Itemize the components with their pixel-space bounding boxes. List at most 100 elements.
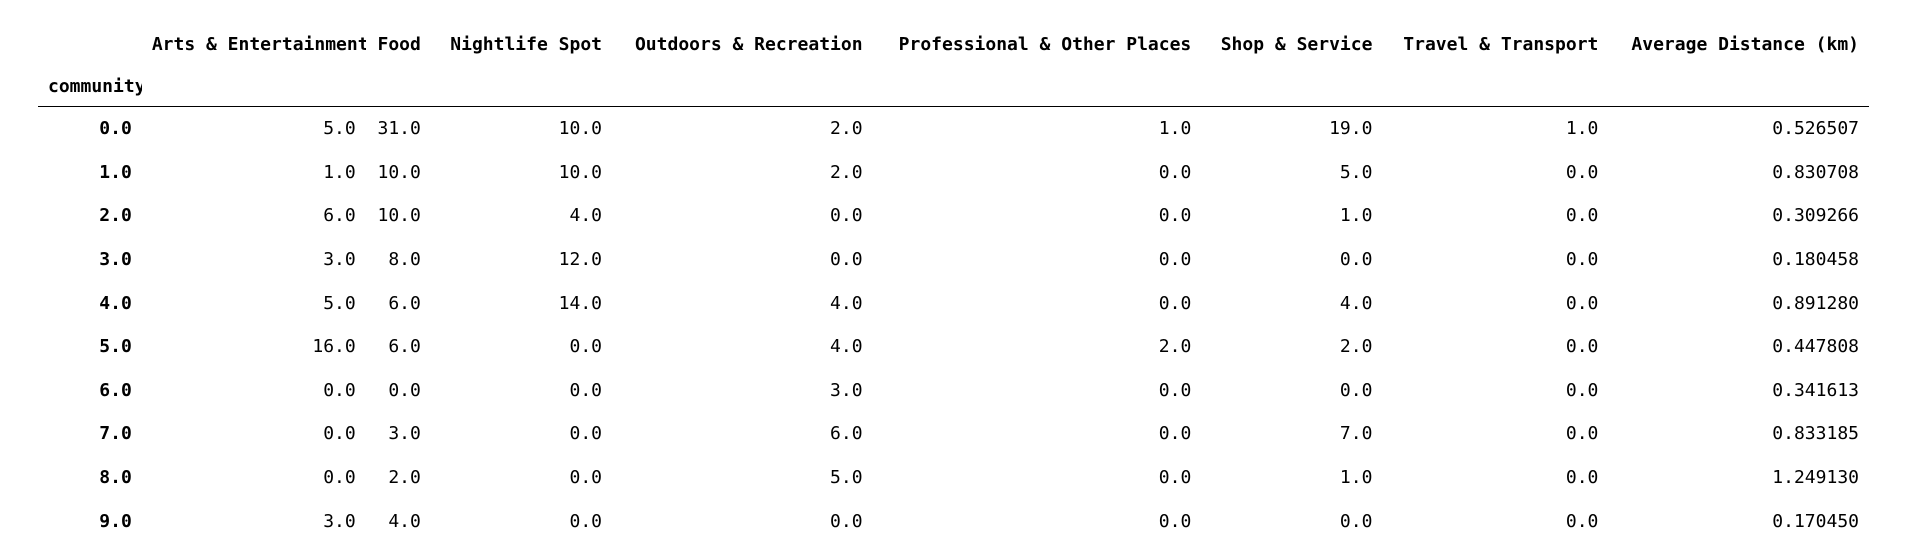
table-cell: 4.0 xyxy=(388,510,421,532)
table-cell: 0.0 xyxy=(1158,379,1192,401)
table-cell: 2.0 xyxy=(830,118,863,140)
table-cell: 3.0 xyxy=(388,423,421,445)
table-cell: 14.0 xyxy=(558,292,602,314)
table-cell: 10.0 xyxy=(377,161,421,183)
table-cell: 0.0 xyxy=(1339,249,1373,271)
row-index-label: 9.0 xyxy=(99,510,132,532)
table-cell: 0.0 xyxy=(830,510,863,532)
table-row: 0.0 5.0 31.0 10.0 2.0 1.0 19.0 1.0 0.526507 xyxy=(38,107,1869,151)
table-row: 3.0 3.0 8.0 12.0 0.0 0.0 0.0 0.0 0.180458 xyxy=(38,238,1869,282)
table-cell: 0.830708 xyxy=(1772,161,1859,183)
table-row: 5.0 16.0 6.0 0.0 4.0 2.0 2.0 0.0 0.447808 xyxy=(38,325,1869,369)
table-cell: 0.0 xyxy=(1565,249,1599,271)
column-header: Food xyxy=(377,33,421,55)
table-cell: 6.0 xyxy=(323,205,356,227)
table-cell: 0.0 xyxy=(830,205,863,227)
column-header: Average Distance (km) xyxy=(1631,33,1859,55)
table-cell: 6.0 xyxy=(830,423,863,445)
table-cell: 0.0 xyxy=(1158,161,1192,183)
table-row: 9.0 3.0 4.0 0.0 0.0 0.0 0.0 0.0 0.170450 xyxy=(38,499,1869,543)
row-index-label: 7.0 xyxy=(99,423,132,445)
table-cell: 5.0 xyxy=(323,118,356,140)
table-body: 0.0 5.0 31.0 10.0 2.0 1.0 19.0 1.0 0.526507 1.0 1.… xyxy=(38,107,1869,543)
table-cell: 12.0 xyxy=(558,249,602,271)
table-cell: 0.0 xyxy=(1565,161,1599,183)
table-cell: 8.0 xyxy=(388,249,421,271)
column-header: Nightlife Spot xyxy=(450,33,602,55)
table-cell: 7.0 xyxy=(1339,423,1373,445)
row-index-label: 0.0 xyxy=(99,118,132,140)
table-cell: 0.0 xyxy=(1565,423,1599,445)
table-cell: 1.249130 xyxy=(1772,467,1859,489)
table-cell: 0.0 xyxy=(1565,292,1599,314)
table-cell: 10.0 xyxy=(558,161,602,183)
table-row: 1.0 1.0 10.0 10.0 2.0 0.0 5.0 0.0 0.830708 xyxy=(38,151,1869,195)
table-cell: 0.0 xyxy=(830,249,863,271)
table-cell: 0.447808 xyxy=(1772,336,1859,358)
table-cell: 0.0 xyxy=(1565,510,1599,532)
table-cell: 3.0 xyxy=(323,510,356,532)
table-cell: 0.0 xyxy=(569,336,602,358)
dataframe-table: Arts & Entertainment Food Nightlife Spot… xyxy=(38,22,1869,543)
table-cell: 0.0 xyxy=(1158,510,1192,532)
index-name-row: community xyxy=(38,66,1869,107)
column-header: Travel & Transport xyxy=(1403,33,1599,55)
table-cell: 0.0 xyxy=(1158,467,1192,489)
row-index-label: 8.0 xyxy=(99,467,132,489)
table-row: 6.0 0.0 0.0 0.0 3.0 0.0 0.0 0.0 0.341613 xyxy=(38,369,1869,413)
table-cell: 3.0 xyxy=(830,379,863,401)
column-header: Arts & Entertainment xyxy=(151,33,366,55)
table-cell: 0.0 xyxy=(569,379,602,401)
table-cell: 0.0 xyxy=(1565,205,1599,227)
table-cell: 0.891280 xyxy=(1772,292,1859,314)
table-cell: 1.0 xyxy=(1339,205,1373,227)
table-row: 4.0 5.0 6.0 14.0 4.0 0.0 4.0 0.0 0.891280 xyxy=(38,281,1869,325)
table-cell: 0.0 xyxy=(323,423,356,445)
table-cell: 5.0 xyxy=(1339,161,1373,183)
table-cell: 0.170450 xyxy=(1772,510,1859,532)
table-cell: 5.0 xyxy=(830,467,863,489)
table-cell: 2.0 xyxy=(1158,336,1192,358)
table-cell: 2.0 xyxy=(1339,336,1373,358)
row-index-label: 1.0 xyxy=(99,161,132,183)
table-row: 8.0 0.0 2.0 0.0 5.0 0.0 1.0 0.0 1.249130 xyxy=(38,456,1869,500)
table-cell: 0.0 xyxy=(323,467,356,489)
table-cell: 4.0 xyxy=(830,336,863,358)
table-cell: 6.0 xyxy=(388,292,421,314)
table-cell: 31.0 xyxy=(377,118,421,140)
table-cell: 10.0 xyxy=(558,118,602,140)
index-header-blank xyxy=(38,22,142,66)
table-cell: 2.0 xyxy=(388,467,421,489)
table-cell: 0.0 xyxy=(1565,336,1599,358)
index-name-label: community xyxy=(48,75,142,97)
table-cell: 0.0 xyxy=(1565,379,1599,401)
table-row: 7.0 0.0 3.0 0.0 6.0 0.0 7.0 0.0 0.833185 xyxy=(38,412,1869,456)
table-cell: 1.0 xyxy=(323,161,356,183)
table-cell: 2.0 xyxy=(830,161,863,183)
table-cell: 0.833185 xyxy=(1772,423,1859,445)
table-cell: 0.180458 xyxy=(1772,249,1859,271)
table-cell: 1.0 xyxy=(1339,467,1373,489)
row-index-label: 2.0 xyxy=(99,205,132,227)
table-cell: 0.526507 xyxy=(1772,118,1859,140)
table-cell: 4.0 xyxy=(1339,292,1373,314)
table-cell: 19.0 xyxy=(1329,118,1373,140)
table-cell: 4.0 xyxy=(830,292,863,314)
table-cell: 0.341613 xyxy=(1772,379,1859,401)
table-cell: 1.0 xyxy=(1158,118,1192,140)
table-cell: 0.0 xyxy=(1339,510,1373,532)
table-cell: 0.0 xyxy=(388,379,421,401)
table-cell: 5.0 xyxy=(323,292,356,314)
table-cell: 0.0 xyxy=(1158,292,1192,314)
row-index-label: 6.0 xyxy=(99,379,132,401)
table-cell: 0.0 xyxy=(1158,205,1192,227)
table-cell: 16.0 xyxy=(312,336,356,358)
row-index-label: 5.0 xyxy=(99,336,132,358)
table-cell: 0.0 xyxy=(323,379,356,401)
row-index-label: 3.0 xyxy=(99,249,132,271)
column-header-row: Arts & Entertainment Food Nightlife Spot… xyxy=(38,22,1869,66)
table-cell: 0.0 xyxy=(569,467,602,489)
table-cell: 0.0 xyxy=(569,510,602,532)
table-cell: 0.0 xyxy=(1158,249,1192,271)
